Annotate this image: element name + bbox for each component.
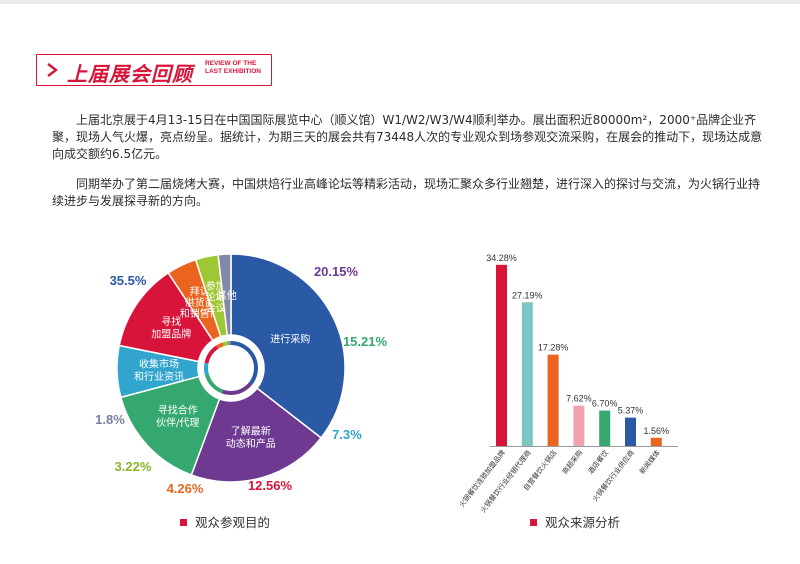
bar-value-label: 5.37% — [618, 406, 644, 416]
bar — [625, 417, 636, 446]
intro-paragraph: 上届北京展于4月13-15日在中国国际展览中心（顺义馆）W1/W2/W3/W4顺… — [52, 113, 763, 161]
section-header: 上届展会回顾 REVIEW OF THE LAST EXHIBITION — [36, 54, 272, 86]
pie-slice-label: 加盟品牌 — [151, 328, 191, 341]
pie-percent-label: 7.3% — [332, 427, 362, 442]
pie-slice-label: 和销售商 — [180, 307, 220, 320]
pie-chart-title: 观众参观目的 — [195, 515, 271, 530]
pie-percent-label: 3.22% — [115, 459, 152, 474]
bar-value-label: 34.28% — [486, 253, 517, 263]
pie-chart-caption: 观众参观目的 — [180, 512, 270, 531]
bar — [547, 354, 559, 446]
pie-percent-label: 15.21% — [343, 334, 388, 349]
caption-marker — [180, 519, 187, 526]
bar-value-label: 17.28% — [538, 343, 569, 353]
chevron-right-icon — [47, 63, 58, 77]
bar-category-label: 火锅餐饮连锁加盟品牌 — [457, 448, 507, 509]
inner-ring-segment — [204, 345, 219, 364]
pie-slice-label: 了解最新 — [231, 424, 271, 437]
inner-ring-segment — [222, 341, 229, 347]
inner-ring-segment — [221, 382, 253, 395]
pie-slice — [190, 387, 323, 483]
pie-slice-label: 寻找 — [161, 315, 181, 328]
pie-slice-label: 伙伴/代理 — [156, 416, 199, 429]
bar-category-label: 火锅餐饮行业经销代理商 — [478, 448, 532, 514]
pie-slice-label: 寻找合作 — [158, 404, 198, 417]
pie-slice-label: 论坛 — [206, 291, 226, 304]
inner-ring-segment — [204, 362, 209, 375]
bar — [599, 410, 611, 446]
bar-chart-title: 观众来源分析 — [545, 515, 621, 530]
caption-marker — [530, 519, 537, 526]
bar-value-label: 7.62% — [566, 394, 592, 404]
inner-ring-segment — [230, 341, 258, 385]
pie-percent-label: 4.26% — [167, 481, 204, 496]
pie-percent-label: 12.56% — [248, 478, 293, 493]
inner-ring-segment — [204, 373, 224, 394]
pie-slice-label: 供货商 — [185, 296, 215, 309]
bar-chart-caption: 观众来源分析 — [530, 512, 620, 531]
inner-ring-segment — [216, 342, 224, 349]
pie-slice-label: 和行业资讯 — [134, 370, 184, 383]
pie-slice-label: 动态和产品 — [226, 437, 276, 450]
activities-paragraph: 同期举办了第二届烧烤大赛，中国烘焙行业高峰论坛等精彩活动，现场汇聚众多行业翘楚，… — [52, 177, 761, 208]
pie-slice — [217, 253, 232, 337]
bar-value-label: 27.19% — [512, 290, 543, 300]
top-rule — [0, 0, 800, 4]
bar — [650, 437, 662, 446]
bar-category-label: 酒店餐饮 — [586, 448, 610, 476]
pie-slice — [230, 253, 346, 439]
pie-slice-label: 会议 — [206, 302, 226, 315]
section-title: 上届展会回顾 — [67, 62, 193, 86]
bar-category-label: 新闻媒体 — [637, 448, 661, 476]
bar — [521, 302, 533, 446]
pie-slice-label: 进行采购 — [270, 332, 310, 345]
pie-percent-label: 1.8% — [95, 412, 125, 427]
pie-slice-label: 其他 — [217, 289, 237, 302]
bar — [573, 405, 585, 446]
bar-category-label: 商超采购 — [560, 448, 584, 476]
pie-slice — [118, 271, 214, 363]
pie-percent-label: 20.15% — [314, 264, 359, 279]
bar-value-label: 1.56% — [644, 426, 670, 436]
bar — [496, 264, 507, 446]
section-subtitle-en: REVIEW OF THE LAST EXHIBITION — [205, 60, 261, 75]
bar-value-label: 6.70% — [592, 399, 618, 409]
pie-percent-label: 35.5% — [110, 273, 147, 288]
pie-slice-label: 收集市场 — [139, 357, 179, 370]
pie-slice — [119, 375, 221, 476]
